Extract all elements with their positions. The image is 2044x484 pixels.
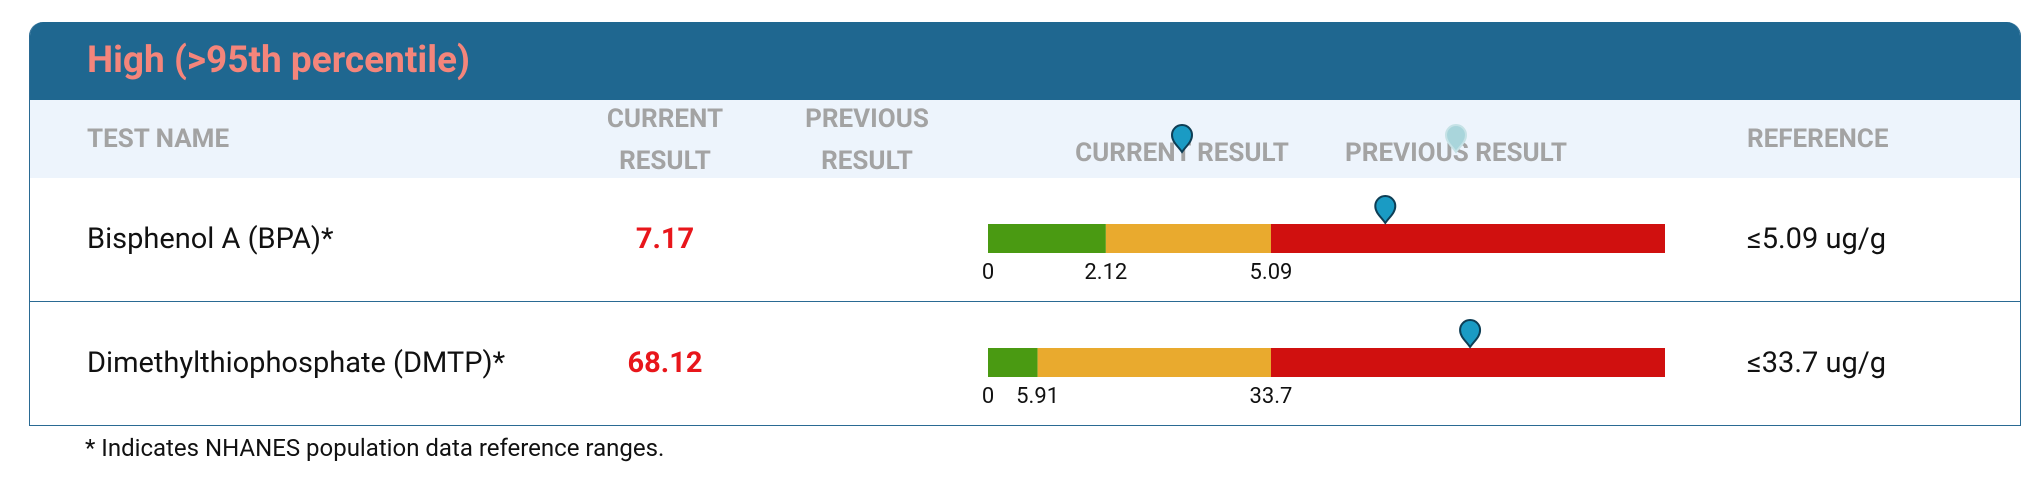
results-panel: High (>95th percentile) TEST NAME CURREN… [29,22,2021,426]
section-title: High (>95th percentile) [87,39,470,82]
col-reference: REFERENCE [1747,124,1889,154]
range-segment [1105,224,1271,253]
column-header: TEST NAME CURRENT RESULT PREVIOUS RESULT… [30,100,2020,178]
range-tick-label: 2.12 [1084,260,1127,285]
test-name: Dimethylthiophosphate (DMTP)* [87,346,506,380]
range-tick-label: 33.7 [1250,384,1293,409]
range-segment [988,224,1106,253]
range-segment [1270,348,1665,377]
range-segment [1037,348,1271,377]
current-marker [1459,319,1482,349]
current-value: 7.17 [635,222,695,256]
range-tick-label: 0 [982,384,994,409]
range-segment [1270,224,1665,253]
result-row: Bisphenol A (BPA)* 7.17 ≤5.09 ug/g [30,178,2020,302]
footnote: * Indicates NHANES population data refer… [85,434,665,462]
reference: ≤33.7 ug/g [1747,346,1886,380]
range-tick-label: 5.09 [1250,260,1293,285]
current-pin-icon [1170,124,1194,154]
title-bar: High (>95th percentile) [30,22,2020,100]
legend-icons [1170,124,1468,154]
col-previous: PREVIOUS RESULT [805,104,929,176]
previous-pin-icon [1444,124,1468,154]
range-tick-label: 5.91 [1016,384,1059,409]
range-segment [988,348,1038,377]
current-value: 68.12 [627,346,703,380]
test-name: Bisphenol A (BPA)* [87,222,334,256]
col-current: CURRENT RESULT [606,104,724,176]
reference: ≤5.09 ug/g [1747,222,1886,256]
result-row: Dimethylthiophosphate (DMTP)* 68.12 ≤33.… [30,302,2020,425]
col-test-name: TEST NAME [87,124,230,154]
range-tick-label: 0 [982,260,994,285]
current-marker [1374,195,1397,225]
